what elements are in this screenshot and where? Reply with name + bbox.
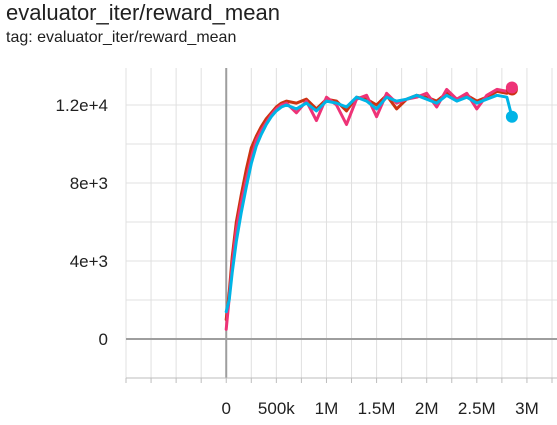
x-tick-label: 2M	[415, 399, 439, 418]
y-tick-labels: 0 4e+3 8e+3 1.2e+4	[56, 96, 108, 349]
y-tick-label: 8e+3	[70, 174, 108, 193]
chart-title: evaluator_iter/reward_mean	[6, 0, 280, 25]
x-tick-labels: 0 500k 1M 1.5M 2M 2.5M 3M	[221, 399, 538, 418]
series-line-1	[224, 87, 514, 321]
y-tick-label: 0	[99, 330, 108, 349]
x-tick-label: 2.5M	[458, 399, 496, 418]
y-tick-label: 1.2e+4	[56, 96, 108, 115]
x-tick-label: 1M	[315, 399, 339, 418]
x-tick-label: 500k	[258, 399, 295, 418]
x-tick-label: 3M	[515, 399, 539, 418]
series-line-2	[224, 86, 514, 331]
series-endpoints	[505, 81, 518, 123]
x-tick-label: 1.5M	[358, 399, 396, 418]
series-endpoint-2	[505, 81, 518, 94]
chart-tag: tag: evaluator_iter/reward_mean	[6, 29, 237, 46]
series-lines	[224, 86, 514, 331]
series-line-3	[224, 93, 514, 314]
y-tick-label: 4e+3	[70, 252, 108, 271]
x-tick-label: 0	[221, 399, 230, 418]
series-endpoint-3	[505, 110, 518, 123]
